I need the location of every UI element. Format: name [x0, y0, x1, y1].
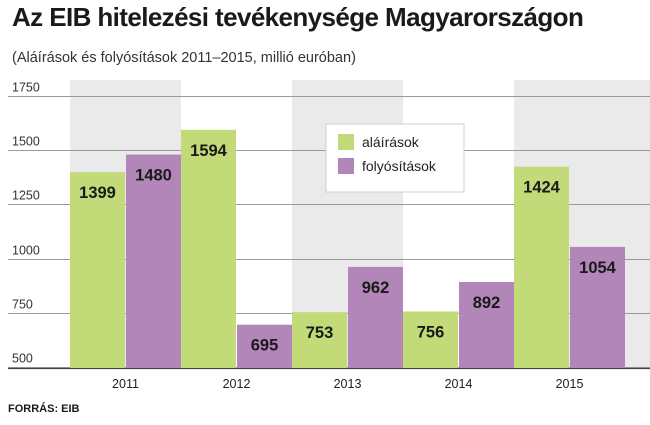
y-axis-ticks: 500 750 1000 1250 1500 1750 [12, 81, 40, 366]
data-label-folyositasok-2014: 892 [473, 294, 501, 312]
legend-label-folyositasok: folyósítások [362, 158, 437, 174]
bar-folyositasok-2012 [237, 324, 292, 368]
y-tick-label-1000: 1000 [12, 244, 40, 258]
y-tick-label-1750: 1750 [12, 81, 40, 95]
bar-folyositasok-2015 [570, 246, 625, 368]
legend-swatch-folyositasok [338, 158, 354, 174]
bar-folyositasok-2013 [348, 266, 403, 368]
x-tick-label-2012: 2012 [223, 377, 251, 391]
data-label-alairasok-2013: 753 [306, 324, 334, 342]
data-label-alairasok-2015: 1424 [523, 179, 561, 197]
y-tick-label-750: 750 [12, 298, 33, 312]
x-tick-label-2013: 2013 [334, 377, 362, 391]
bar-alairasok-2011 [70, 172, 125, 368]
data-labels: 1399 1480 1594 695 753 962 756 892 1424 1054 [79, 142, 617, 355]
data-label-folyositasok-2015: 1054 [579, 259, 617, 277]
data-label-alairasok-2014: 756 [417, 323, 445, 341]
bars [70, 129, 625, 368]
bar-alairasok-2014 [403, 311, 458, 368]
x-tick-label-2014: 2014 [445, 377, 473, 391]
data-label-folyositasok-2013: 962 [362, 279, 390, 297]
data-label-alairasok-2011: 1399 [79, 184, 116, 202]
legend: aláírások folyósítások [325, 123, 465, 193]
bar-alairasok-2012 [181, 129, 236, 368]
x-tick-label-2011: 2011 [112, 377, 139, 391]
data-label-folyositasok-2012: 695 [251, 337, 279, 355]
data-label-alairasok-2012: 1594 [190, 142, 228, 160]
source-note: FORRÁS: EIB [8, 403, 80, 415]
x-tick-label-2015: 2015 [556, 377, 584, 391]
data-label-folyositasok-2011: 1480 [135, 167, 172, 185]
bar-alairasok-2015 [514, 166, 569, 368]
bar-alairasok-2013 [292, 312, 347, 368]
legend-swatch-alairasok [338, 134, 354, 150]
chart-subtitle: (Aláírások és folyósítások 2011–2015, mi… [12, 50, 356, 66]
bar-folyositasok-2014 [459, 282, 514, 368]
y-tick-label-1250: 1250 [12, 189, 40, 203]
chart-title: Az EIB hitelezési tevékenysége Magyarors… [12, 2, 584, 32]
y-tick-label-500: 500 [12, 352, 33, 366]
x-axis-labels: 2011 2012 2013 2014 2015 [112, 377, 583, 391]
legend-label-alairasok: aláírások [362, 134, 420, 150]
bar-folyositasok-2011 [126, 154, 181, 368]
y-tick-label-1500: 1500 [12, 135, 40, 149]
